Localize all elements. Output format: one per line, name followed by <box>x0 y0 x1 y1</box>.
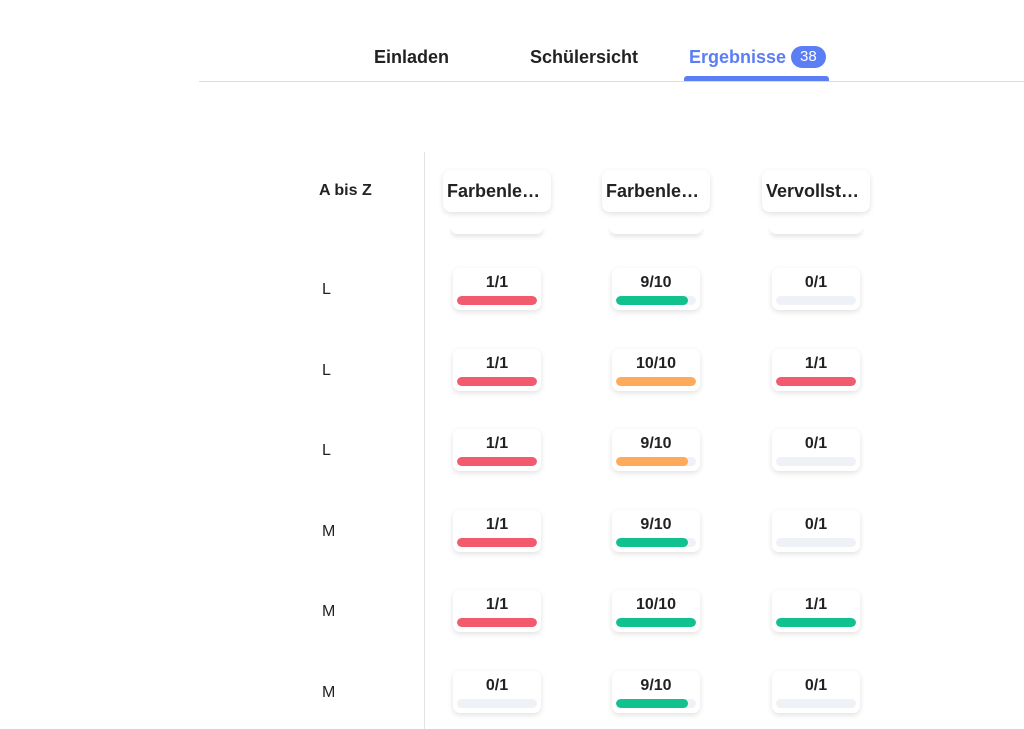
result-cell[interactable]: 0/1 <box>772 268 860 310</box>
result-cell[interactable]: 1/1 <box>772 590 860 632</box>
column-3-summary-edge <box>770 226 862 234</box>
column-header-3[interactable]: Vervollstä… <box>762 170 870 212</box>
tab-ergebnisse-label: Ergebnisse <box>689 46 787 67</box>
result-cell[interactable]: 9/10 <box>612 671 700 713</box>
student-name: M <box>322 684 336 701</box>
student-name: L <box>322 442 331 459</box>
progress-fill <box>457 538 537 547</box>
score-text: 1/1 <box>485 355 509 372</box>
score-text: 9/10 <box>640 516 672 533</box>
progress-track <box>776 699 856 708</box>
score-text: 1/1 <box>485 435 509 452</box>
progress-track <box>616 296 696 305</box>
progress-track <box>457 296 537 305</box>
tab-einladen-label: Einladen <box>374 46 450 67</box>
score-text: 1/1 <box>485 516 509 533</box>
tab-einladen[interactable]: Einladen <box>374 44 449 70</box>
progress-track <box>616 699 696 708</box>
progress-fill <box>457 296 537 305</box>
result-cell[interactable]: 1/1 <box>772 349 860 391</box>
progress-track <box>776 538 856 547</box>
score-text: 0/1 <box>804 516 828 533</box>
student-name: L <box>322 281 331 298</box>
tab-schuelersicht[interactable]: Schülersicht <box>530 44 638 70</box>
sort-a-to-z-button[interactable]: A bis Z <box>319 182 372 199</box>
result-cell[interactable]: 9/10 <box>612 510 700 552</box>
column-header-1-label: Farbenleh… <box>447 180 547 201</box>
column-divider <box>424 152 425 729</box>
progress-fill <box>616 296 688 305</box>
score-text: 9/10 <box>640 274 672 291</box>
result-cell[interactable]: 1/1 <box>453 510 541 552</box>
results-count-badge: 38 <box>791 46 826 68</box>
progress-track <box>457 699 537 708</box>
column-header-1[interactable]: Farbenleh… <box>443 170 551 212</box>
tab-schuelersicht-label: Schülersicht <box>530 46 639 67</box>
result-cell[interactable]: 0/1 <box>772 429 860 471</box>
progress-track <box>616 538 696 547</box>
student-name: M <box>322 523 336 540</box>
column-header-2[interactable]: Farbenleh… <box>602 170 710 212</box>
progress-fill <box>616 699 688 708</box>
progress-fill <box>616 538 688 547</box>
result-cell[interactable]: 10/10 <box>612 590 700 632</box>
result-cell[interactable]: 1/1 <box>453 429 541 471</box>
progress-track <box>616 618 696 627</box>
progress-track <box>616 377 696 386</box>
column-1-summary-edge <box>451 226 543 234</box>
score-text: 10/10 <box>635 355 677 372</box>
progress-fill <box>457 618 537 627</box>
score-text: 1/1 <box>485 596 509 613</box>
score-text: 9/10 <box>640 435 672 452</box>
progress-track <box>457 618 537 627</box>
tab-ergebnisse[interactable]: Ergebnisse 38 <box>689 44 826 70</box>
score-text: 0/1 <box>804 274 828 291</box>
score-text: 0/1 <box>804 677 828 694</box>
progress-fill <box>616 457 688 466</box>
progress-track <box>776 618 856 627</box>
result-cell[interactable]: 1/1 <box>453 268 541 310</box>
progress-track <box>616 457 696 466</box>
result-cell[interactable]: 10/10 <box>612 349 700 391</box>
column-header-2-label: Farbenleh… <box>606 180 706 201</box>
result-cell[interactable]: 9/10 <box>612 429 700 471</box>
progress-track <box>776 377 856 386</box>
student-name: M <box>322 603 336 620</box>
score-text: 9/10 <box>640 677 672 694</box>
progress-fill <box>457 377 537 386</box>
result-cell[interactable]: 0/1 <box>772 510 860 552</box>
result-cell[interactable]: 1/1 <box>453 349 541 391</box>
progress-fill <box>776 377 856 386</box>
progress-fill <box>616 377 696 386</box>
result-cell[interactable]: 1/1 <box>453 590 541 632</box>
tab-bar: Einladen Schülersicht Ergebnisse 38 <box>199 0 1024 82</box>
progress-fill <box>616 618 696 627</box>
column-header-3-label: Vervollstä… <box>766 180 866 201</box>
progress-track <box>457 457 537 466</box>
progress-track <box>776 296 856 305</box>
score-text: 0/1 <box>804 435 828 452</box>
progress-track <box>457 538 537 547</box>
active-tab-indicator <box>684 76 829 81</box>
progress-fill <box>457 457 537 466</box>
score-text: 10/10 <box>635 596 677 613</box>
score-text: 1/1 <box>804 596 828 613</box>
progress-track <box>776 457 856 466</box>
result-cell[interactable]: 0/1 <box>772 671 860 713</box>
progress-track <box>457 377 537 386</box>
result-cell[interactable]: 0/1 <box>453 671 541 713</box>
result-cell[interactable]: 9/10 <box>612 268 700 310</box>
student-name: L <box>322 362 331 379</box>
score-text: 1/1 <box>485 274 509 291</box>
column-2-summary-edge <box>610 226 702 234</box>
score-text: 1/1 <box>804 355 828 372</box>
progress-fill <box>776 618 856 627</box>
score-text: 0/1 <box>485 677 509 694</box>
